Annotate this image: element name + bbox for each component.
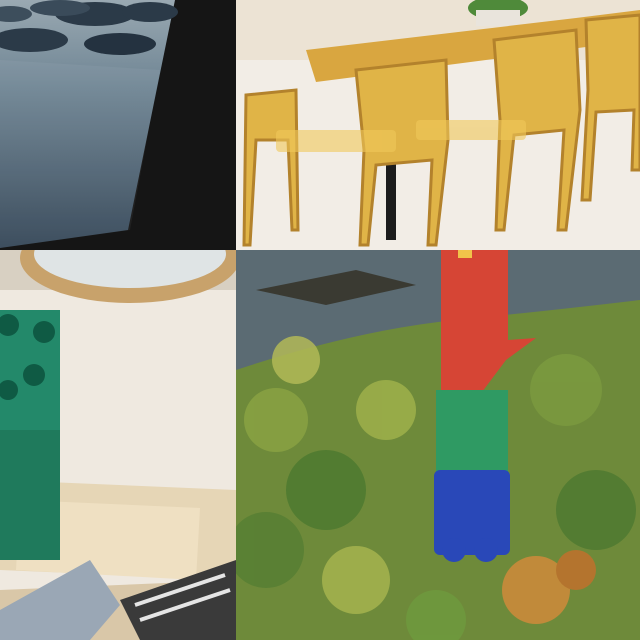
lake-water xyxy=(0,0,175,248)
photo-aerial-forest-brick-arrow xyxy=(236,250,640,640)
photo-brick-tower-room xyxy=(0,250,236,640)
table-top xyxy=(306,10,640,82)
plant xyxy=(468,0,528,26)
photo-lake-stones xyxy=(0,0,236,250)
chairs xyxy=(242,13,640,247)
pillows xyxy=(0,560,236,640)
toy-brick-arrow xyxy=(434,250,536,562)
photo-chairs-table xyxy=(236,0,640,250)
stones xyxy=(0,0,178,55)
green-brick-tower xyxy=(0,310,60,560)
